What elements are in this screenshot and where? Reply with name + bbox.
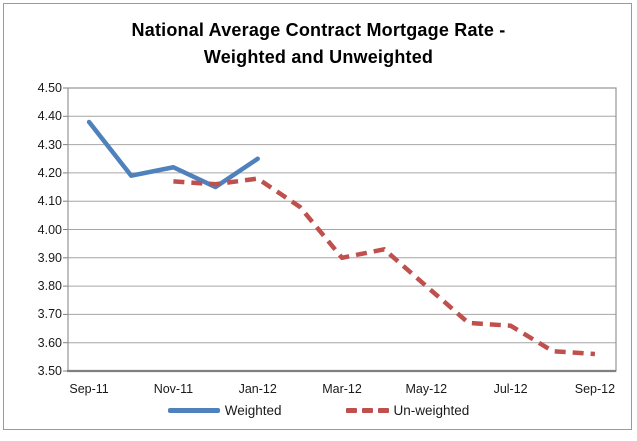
legend-label-unweighted: Un-weighted	[393, 403, 470, 418]
chart-title-line-1: National Average Contract Mortgage Rate …	[131, 20, 506, 40]
y-axis-label: 4.20	[37, 165, 62, 180]
x-axis-label: May-12	[405, 382, 448, 396]
x-axis-label: Sep-12	[574, 382, 616, 396]
chart-title-line-2: Weighted and Unweighted	[203, 47, 434, 67]
y-axis-label: 3.60	[37, 335, 62, 350]
x-axis-label: Jul-12	[493, 382, 528, 396]
legend-dash	[377, 408, 389, 413]
y-axis-label: 4.50	[37, 81, 62, 95]
y-axis-label: 3.90	[37, 250, 62, 265]
y-axis-label: 3.50	[37, 364, 62, 378]
un-weighted-line	[173, 176, 596, 357]
y-axis-label: 3.80	[37, 279, 62, 294]
x-axis-label: Jan-12	[238, 382, 277, 396]
x-axis-label: Sep-11	[69, 382, 109, 396]
legend-dash	[345, 408, 357, 413]
legend-item-weighted: Weighted	[167, 403, 282, 418]
legend-label-weighted: Weighted	[224, 403, 282, 418]
weighted-line-sample	[167, 408, 220, 413]
y-axis-label: 4.10	[37, 194, 62, 209]
chart-frame	[3, 3, 632, 430]
chart-legend: Weighted Un-weighted	[0, 403, 637, 418]
weighted-line	[86, 119, 260, 190]
unweighted-line-sample	[345, 408, 389, 413]
x-axis-label: Nov-11	[153, 382, 194, 396]
x-axis-label: Mar-12	[322, 382, 362, 396]
chart-title: National Average Contract Mortgage Rate …	[0, 17, 637, 71]
legend-item-unweighted: Un-weighted	[345, 403, 470, 418]
y-axis-label: 4.00	[37, 222, 62, 237]
y-axis-label: 4.40	[37, 109, 62, 124]
y-axis-label: 4.30	[37, 137, 62, 152]
y-axis-label: 3.70	[37, 307, 62, 322]
legend-dash	[361, 408, 373, 413]
